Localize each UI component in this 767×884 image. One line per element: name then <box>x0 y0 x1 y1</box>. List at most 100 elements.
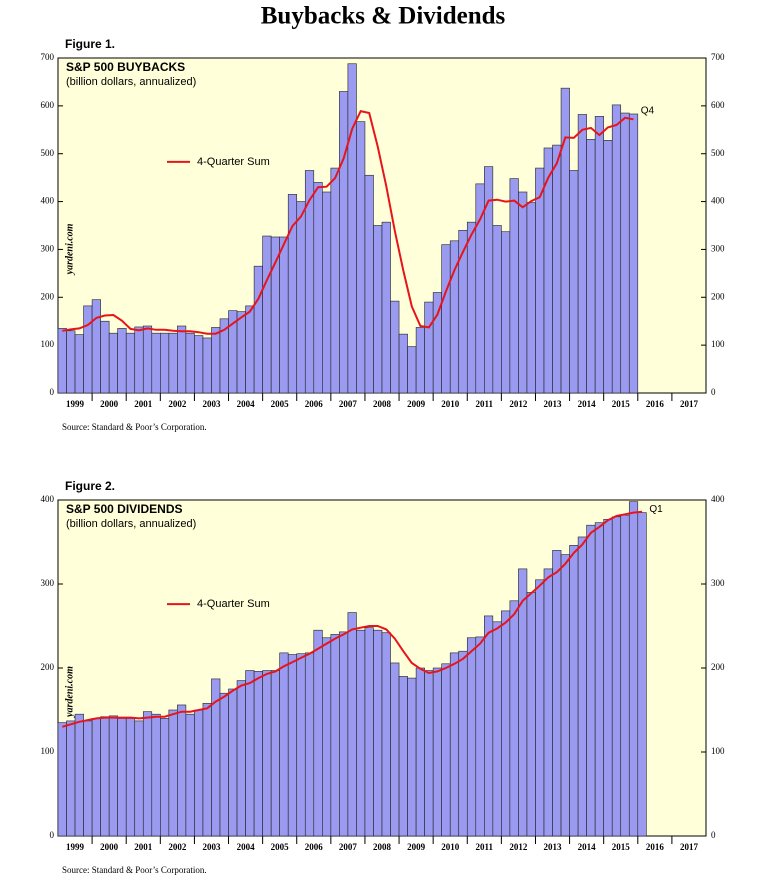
figure-label: Figure 1. <box>65 37 115 51</box>
bar <box>603 519 613 837</box>
y-tick-label: 200 <box>711 662 725 672</box>
x-tick-label: 2016 <box>646 399 665 409</box>
bar <box>577 536 587 837</box>
y-tick-label: 0 <box>50 830 55 840</box>
y-tick-label: 700 <box>711 52 725 62</box>
bar <box>168 709 178 837</box>
bar <box>466 637 477 837</box>
bar <box>142 325 153 394</box>
bar <box>484 615 494 837</box>
line <box>62 510 643 728</box>
bar <box>74 334 84 394</box>
y-tick-label: 0 <box>711 830 716 840</box>
bar <box>356 629 366 837</box>
watermark: yardeni.com <box>64 223 75 275</box>
bar <box>620 514 630 837</box>
y-tick-label: 400 <box>711 494 725 504</box>
bar <box>620 112 630 394</box>
x-tick-label: 2006 <box>305 842 324 852</box>
bar <box>586 524 596 837</box>
x-tick-label: 2003 <box>202 842 221 852</box>
bar <box>330 634 340 837</box>
bar <box>219 692 229 837</box>
bar <box>509 600 519 837</box>
x-tick-label: 2000 <box>100 399 119 409</box>
bar <box>83 720 93 837</box>
bar <box>108 332 118 394</box>
bar <box>287 194 298 394</box>
bar <box>628 501 639 837</box>
x-tick-label: 2013 <box>544 399 563 409</box>
bar <box>364 627 374 837</box>
bar <box>509 178 519 394</box>
x-tick-label: 2016 <box>646 842 665 852</box>
bar <box>270 670 280 837</box>
legend-label: 4-Quarter Sum <box>197 156 270 168</box>
bar <box>407 677 417 837</box>
bar <box>628 113 639 394</box>
bar <box>57 328 67 394</box>
source: Source: Standard & Poor’s Corporation. <box>62 865 207 875</box>
x-tick-label: 2012 <box>509 842 528 852</box>
y-tick-label: 300 <box>41 243 55 253</box>
bar <box>202 702 212 837</box>
bar <box>236 311 246 394</box>
y-tick-label: 0 <box>711 387 716 397</box>
bar <box>236 680 246 837</box>
bar <box>424 301 434 394</box>
x-tick-label: 2007 <box>339 842 358 852</box>
bar <box>177 704 187 837</box>
line <box>62 109 634 335</box>
x-tick-label: 2006 <box>305 399 324 409</box>
bar <box>211 327 221 394</box>
x-tick-label: 2010 <box>441 842 460 852</box>
bar <box>151 332 161 394</box>
bar <box>347 63 357 394</box>
bar <box>66 720 76 837</box>
bar <box>381 632 391 837</box>
x-tick-label: 2015 <box>612 842 631 852</box>
x-tick-label: 2002 <box>168 399 187 409</box>
bar <box>117 718 127 837</box>
y-tick-label: 400 <box>711 196 725 206</box>
bar <box>356 121 366 394</box>
bar <box>492 621 502 837</box>
x-tick-label: 2008 <box>373 842 392 852</box>
bar <box>526 592 536 837</box>
bar <box>569 170 579 394</box>
y-tick-label: 600 <box>41 100 55 110</box>
x-tick-label: 2003 <box>202 399 221 409</box>
bar <box>518 191 528 394</box>
bar <box>543 568 553 837</box>
bar <box>296 653 306 837</box>
x-tick-label: 2005 <box>271 399 290 409</box>
bar <box>160 718 170 837</box>
bar <box>262 235 272 394</box>
y-tick-label: 300 <box>41 578 55 588</box>
bar <box>458 650 468 837</box>
bar <box>415 667 425 837</box>
bar <box>441 663 451 837</box>
legend-label: 4-Quarter Sum <box>197 598 270 610</box>
bar <box>194 335 204 394</box>
y-tick-label: 200 <box>41 291 55 301</box>
bar <box>296 201 306 394</box>
bar <box>398 676 408 837</box>
bar <box>262 670 272 837</box>
y-tick-label: 100 <box>711 339 725 349</box>
watermark: yardeni.com <box>64 666 75 718</box>
x-tick-label: 2000 <box>100 842 119 852</box>
bar <box>151 713 161 837</box>
bar <box>441 244 451 394</box>
bar <box>74 713 84 837</box>
y-tick-label: 400 <box>41 494 55 504</box>
bar <box>322 637 332 837</box>
annotation: Q1 <box>649 504 663 515</box>
annotation: Q4 <box>641 106 655 117</box>
bar <box>279 236 289 394</box>
bar <box>458 229 468 394</box>
source: Source: Standard & Poor’s Corporation. <box>62 422 207 432</box>
bar <box>492 225 502 394</box>
bar <box>552 550 562 837</box>
bar <box>313 182 323 394</box>
